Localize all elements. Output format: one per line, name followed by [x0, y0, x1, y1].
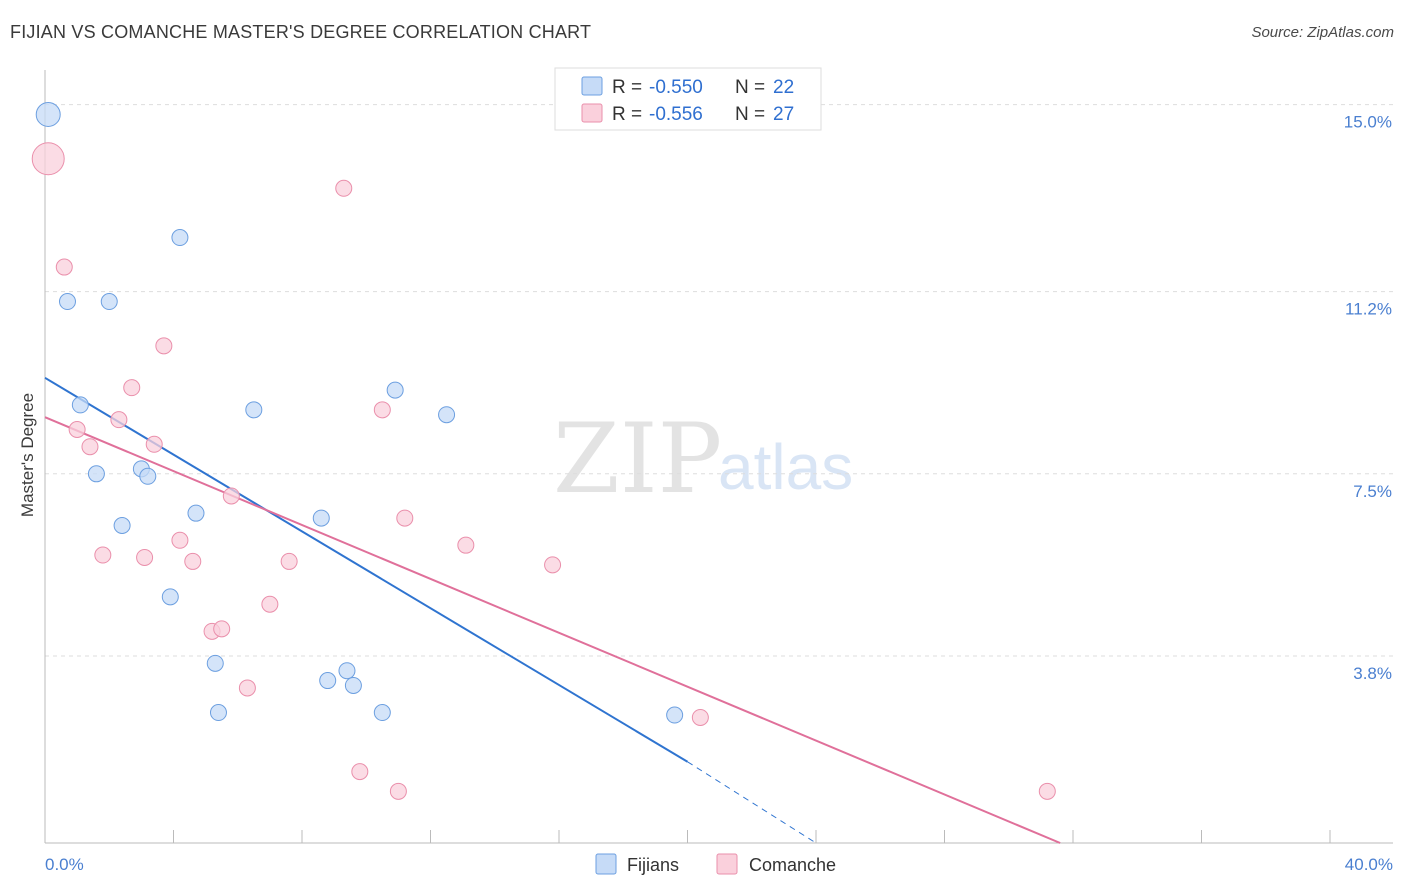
watermark-zip: ZIP: [553, 403, 722, 515]
stats-legend: R = -0.550 N = 22 R = -0.556 N = 27: [554, 67, 822, 131]
trend-line-comanche: [44, 416, 1061, 844]
point-comanche: [335, 179, 353, 197]
legend-n-label-fijians: N =: [735, 77, 765, 98]
gridlines: [45, 104, 1395, 657]
point-fijians: [209, 704, 227, 722]
point-fijians: [666, 706, 684, 724]
legend-n-value-fijians: 22: [773, 77, 794, 98]
point-fijians: [100, 293, 118, 311]
point-fijians: [71, 396, 89, 414]
point-comanche: [373, 401, 391, 419]
y-tick-labels: 3.8% 7.5% 11.2% 15.0%: [1344, 113, 1392, 683]
point-fijians: [187, 504, 205, 522]
point-comanche: [396, 509, 414, 527]
point-comanche: [457, 536, 475, 554]
point-fijians: [319, 672, 337, 690]
axes: [44, 70, 1393, 844]
point-comanche: [110, 411, 128, 429]
point-fijians: [373, 704, 391, 722]
chart-title: FIJIAN VS COMANCHE MASTER'S DEGREE CORRE…: [10, 22, 592, 42]
point-comanche: [184, 552, 202, 570]
point-fijians: [139, 467, 157, 485]
point-comanche: [1038, 782, 1056, 800]
point-fijians: [161, 588, 179, 606]
x-tick-label-min: 0.0%: [45, 855, 84, 874]
point-comanche: [171, 531, 189, 549]
point-comanche: [280, 552, 298, 570]
series-legend-swatch-comanche: [716, 853, 738, 875]
legend-n-label-comanche: N =: [735, 104, 765, 125]
trend-line-extension-fijians: [687, 761, 817, 844]
point-comanche: [31, 142, 65, 176]
legend-r-value-comanche: -0.556: [649, 104, 703, 125]
y-tick-label: 3.8%: [1353, 664, 1392, 683]
point-comanche: [351, 763, 369, 781]
point-comanche: [213, 620, 231, 638]
point-comanche: [544, 556, 562, 574]
point-comanche: [68, 421, 86, 439]
point-comanche: [691, 708, 709, 726]
series-legend-label-comanche: Comanche: [749, 855, 836, 875]
y-tick-label: 15.0%: [1344, 113, 1392, 132]
point-fijians: [206, 654, 224, 672]
watermark: ZIP atlas: [553, 403, 853, 515]
point-comanche: [238, 679, 256, 697]
y-tick-label: 7.5%: [1353, 482, 1392, 501]
point-fijians: [386, 381, 404, 399]
point-comanche: [55, 258, 73, 276]
legend-r-label-comanche: R =: [612, 104, 642, 125]
point-fijians: [171, 229, 189, 247]
legend-n-value-comanche: 27: [773, 104, 794, 125]
legend-swatch-fijians: [581, 76, 603, 96]
point-fijians: [312, 509, 330, 527]
point-fijians: [438, 406, 456, 424]
source-credit: Source: ZipAtlas.com: [1251, 24, 1394, 41]
point-fijians: [87, 465, 105, 483]
point-fijians: [113, 516, 131, 534]
point-comanche: [389, 782, 407, 800]
x-tick-label-max: 40.0%: [1345, 855, 1393, 874]
point-comanche: [261, 595, 279, 613]
point-fijians: [35, 101, 61, 127]
legend-r-value-fijians: -0.550: [649, 77, 703, 98]
scatter-points: [31, 101, 1056, 800]
point-comanche: [145, 435, 163, 453]
y-tick-label: 11.2%: [1345, 300, 1392, 319]
point-comanche: [222, 487, 240, 505]
point-comanche: [123, 379, 141, 397]
y-axis-label: Master's Degree: [18, 393, 37, 517]
point-comanche: [94, 546, 112, 564]
point-fijians: [338, 662, 356, 680]
legend-swatch-comanche: [581, 103, 603, 123]
point-comanche: [136, 548, 154, 566]
point-comanche: [155, 337, 173, 355]
point-fijians: [245, 401, 263, 419]
point-comanche: [81, 438, 99, 456]
watermark-atlas: atlas: [718, 431, 853, 503]
series-legend: Fijians Comanche: [595, 853, 836, 875]
legend-r-label-fijians: R =: [612, 77, 642, 98]
point-fijians: [58, 293, 76, 311]
series-legend-swatch-fijians: [595, 853, 617, 875]
x-tick-labels: 0.0% 40.0%: [45, 855, 1393, 874]
series-legend-label-fijians: Fijians: [627, 855, 679, 875]
point-fijians: [344, 676, 362, 694]
